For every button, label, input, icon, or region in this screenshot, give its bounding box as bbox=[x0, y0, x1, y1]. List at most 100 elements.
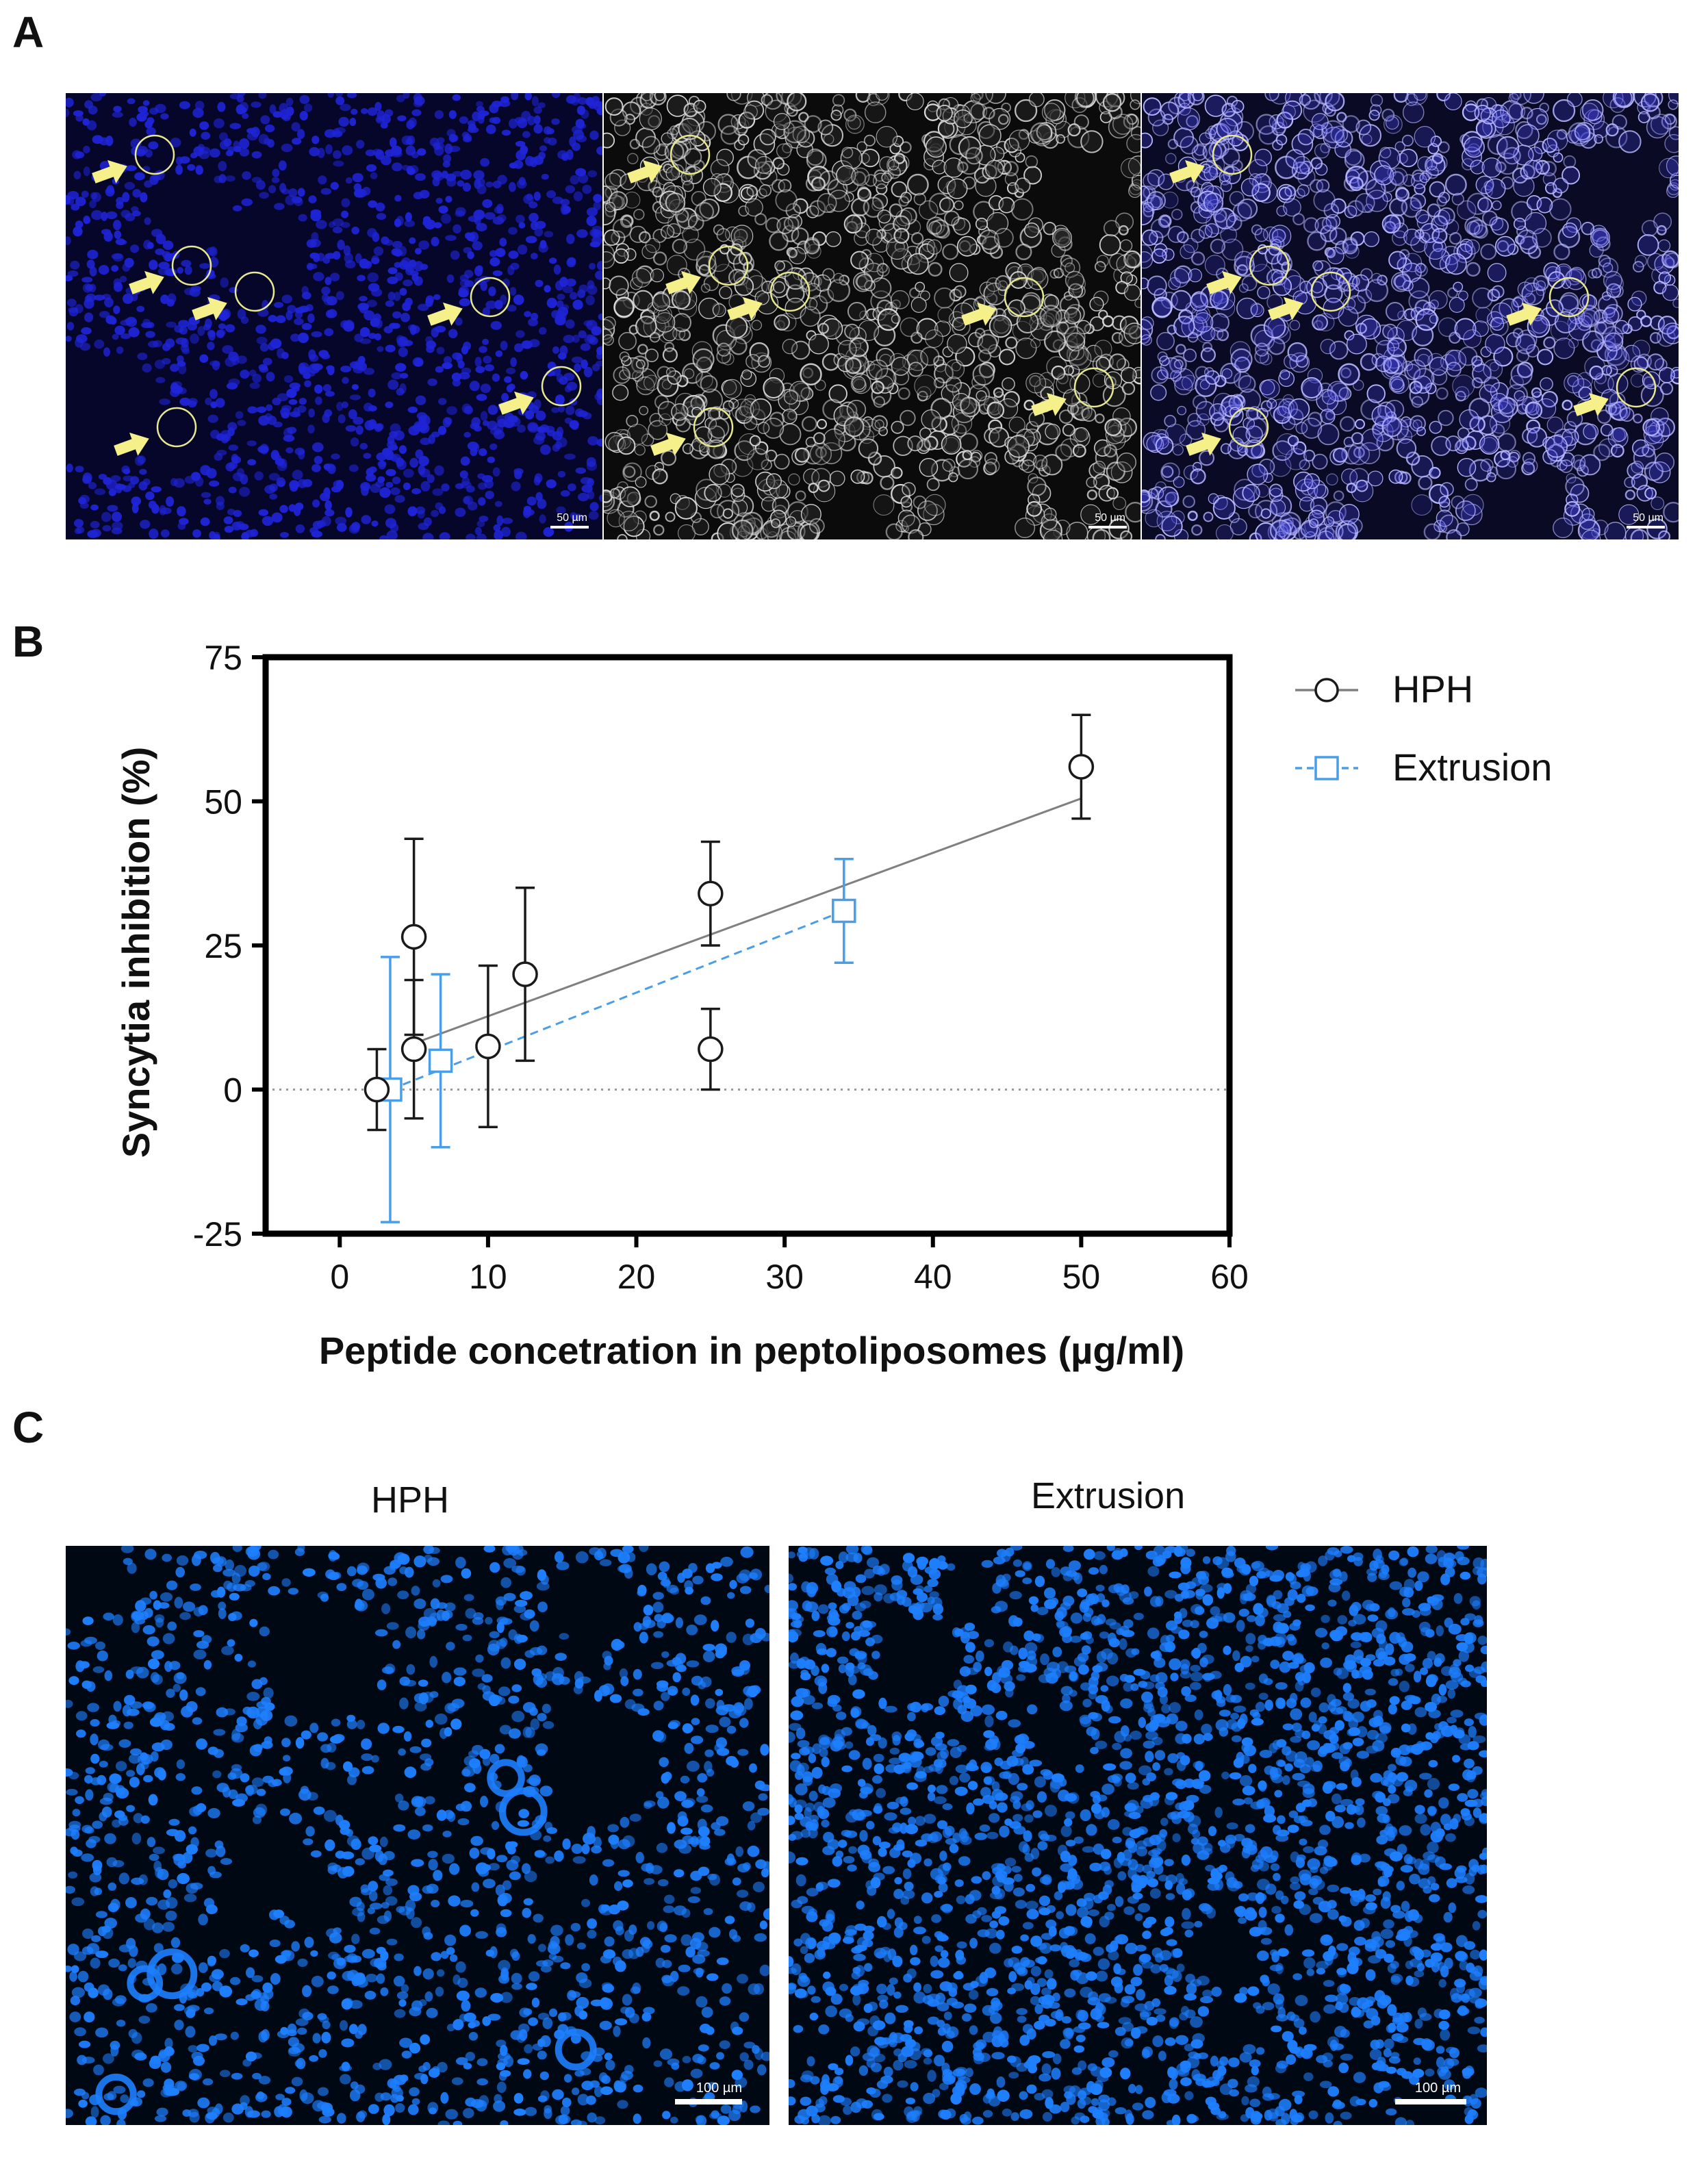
nucleus bbox=[698, 1866, 710, 1877]
nucleus bbox=[309, 363, 320, 374]
nucleus bbox=[581, 1963, 590, 1972]
nucleus bbox=[748, 1983, 761, 1995]
cell-outline bbox=[763, 377, 785, 398]
nucleus bbox=[217, 101, 226, 112]
cell-outline bbox=[654, 93, 665, 101]
nucleus bbox=[572, 299, 583, 310]
nucleus bbox=[143, 1775, 153, 1783]
cell-outline bbox=[847, 302, 867, 321]
nucleus bbox=[244, 1580, 255, 1587]
cell-outline bbox=[1062, 423, 1075, 437]
nucleus bbox=[130, 476, 140, 485]
nucleus bbox=[576, 229, 588, 238]
nucleus bbox=[190, 333, 199, 344]
nucleus bbox=[205, 397, 212, 405]
cell-outline bbox=[1086, 476, 1097, 488]
nucleus bbox=[223, 516, 233, 524]
nucleus bbox=[241, 532, 250, 539]
nucleus bbox=[560, 2012, 572, 2021]
nucleus bbox=[324, 1839, 335, 1851]
nucleus bbox=[196, 1738, 207, 1750]
nucleus bbox=[383, 2104, 395, 2117]
nucleus bbox=[564, 453, 576, 460]
nucleus bbox=[209, 246, 218, 257]
nucleus bbox=[736, 1573, 749, 1584]
nucleus bbox=[170, 388, 180, 397]
nucleus bbox=[111, 265, 119, 272]
nucleus bbox=[462, 182, 472, 192]
cell-outline bbox=[779, 423, 802, 446]
cell-outline bbox=[1023, 166, 1043, 185]
nucleus bbox=[348, 464, 359, 472]
nucleus bbox=[393, 1824, 406, 1832]
nucleus bbox=[392, 1725, 405, 1733]
cell-outline bbox=[650, 268, 664, 283]
cell-outline bbox=[1041, 103, 1061, 122]
nucleus bbox=[322, 413, 330, 423]
nucleus bbox=[235, 411, 244, 419]
nucleus bbox=[113, 220, 122, 231]
nucleus bbox=[611, 1638, 623, 1651]
nucleus bbox=[398, 347, 408, 357]
nucleus bbox=[350, 2081, 359, 2089]
nucleus bbox=[102, 524, 112, 532]
nucleus bbox=[557, 150, 568, 160]
nucleus bbox=[119, 275, 127, 283]
nucleus bbox=[225, 175, 235, 182]
nucleus bbox=[484, 479, 494, 489]
nucleus bbox=[670, 1587, 680, 1595]
cell-outline bbox=[823, 133, 834, 145]
nucleus bbox=[397, 115, 407, 122]
nucleus bbox=[421, 415, 431, 426]
nucleus bbox=[371, 257, 380, 264]
nucleus bbox=[472, 1744, 484, 1755]
nucleus bbox=[394, 2009, 406, 2018]
cell-outline bbox=[978, 124, 1002, 147]
nucleus bbox=[525, 236, 537, 244]
nucleus bbox=[702, 1651, 715, 1662]
nucleus bbox=[409, 1746, 422, 1753]
cell-outline bbox=[1032, 455, 1048, 470]
nucleus bbox=[393, 2074, 407, 2085]
cell-outline bbox=[1071, 97, 1088, 114]
nucleus bbox=[268, 1586, 281, 1596]
nucleus bbox=[309, 527, 318, 534]
nucleus bbox=[364, 310, 375, 320]
nucleus bbox=[344, 1944, 356, 1953]
nucleus bbox=[496, 203, 504, 214]
cell-outline bbox=[754, 155, 773, 174]
cell-outline bbox=[920, 346, 940, 366]
cell-outline bbox=[1015, 177, 1031, 194]
nucleus bbox=[480, 281, 487, 292]
nucleus bbox=[175, 164, 183, 175]
nucleus bbox=[414, 1701, 427, 1712]
nucleus bbox=[209, 389, 218, 399]
phase-contrast-pattern bbox=[604, 93, 1140, 539]
nucleus bbox=[129, 1777, 140, 1788]
nucleus bbox=[271, 512, 283, 523]
cell-outline bbox=[619, 369, 630, 381]
cell-outline bbox=[719, 285, 732, 300]
nucleus bbox=[357, 355, 366, 365]
nucleus bbox=[684, 1742, 694, 1754]
nucleus bbox=[297, 1958, 308, 1967]
nucleus bbox=[392, 240, 403, 249]
nuclei-group bbox=[66, 93, 602, 539]
nucleus bbox=[613, 1920, 624, 1931]
nucleus bbox=[305, 1826, 315, 1837]
nucleus bbox=[432, 488, 444, 496]
nucleus bbox=[555, 1653, 567, 1661]
nucleus bbox=[500, 340, 508, 351]
nucleus bbox=[720, 1556, 733, 1567]
nucleus bbox=[366, 299, 377, 307]
nucleus bbox=[387, 277, 398, 284]
circle-marker-icon bbox=[1548, 277, 1590, 318]
nucleus bbox=[480, 411, 488, 421]
nucleus bbox=[675, 1617, 684, 1629]
nucleus bbox=[639, 1631, 648, 1644]
cell-outline bbox=[1157, 369, 1168, 381]
cell-outline bbox=[682, 443, 693, 455]
nucleus bbox=[99, 311, 110, 318]
nucleus bbox=[577, 123, 587, 129]
nucleus bbox=[83, 145, 90, 154]
